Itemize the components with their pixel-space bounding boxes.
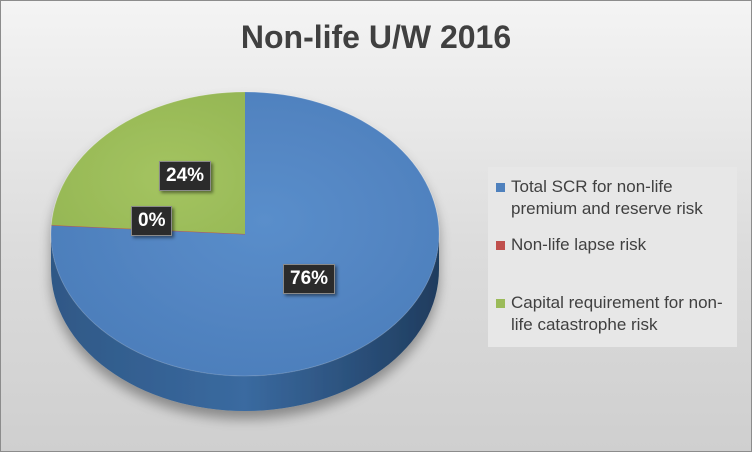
legend-label-line: Total SCR for non-life: [511, 177, 673, 196]
legend-swatch: [496, 183, 505, 192]
legend-label: Non-life lapse risk: [511, 234, 646, 256]
legend-label-line: premium and reserve risk: [511, 199, 703, 218]
pie-side-wall: [51, 234, 439, 411]
legend-item-3: Capital requirement for non-life catastr…: [496, 292, 732, 336]
chart-title: Non-life U/W 2016: [240, 19, 512, 55]
legend-label-line: Capital requirement for non-: [511, 293, 723, 312]
legend-label-line: Non-life lapse risk: [511, 235, 647, 254]
pie-rim: [50, 91, 440, 377]
data-label-3: 24%: [159, 161, 212, 191]
legend-item-1: Total SCR for non-life premium and reserv…: [496, 176, 732, 220]
legend-swatch: [496, 241, 505, 250]
pie-slice-3: [51, 92, 246, 234]
legend-label: Total SCR for non-life premium and reserv…: [511, 176, 703, 220]
data-label-1: 76%: [283, 264, 336, 294]
legend-label-line: life catastrophe risk: [511, 315, 658, 334]
data-label-2: 0%: [131, 206, 173, 236]
legend-swatch: [496, 299, 505, 308]
legend-label: Capital requirement for non-life catastr…: [511, 292, 723, 336]
legend-item-2: Non-life lapse risk: [496, 234, 732, 256]
legend: Total SCR for non-life premium and reserv…: [488, 167, 737, 347]
